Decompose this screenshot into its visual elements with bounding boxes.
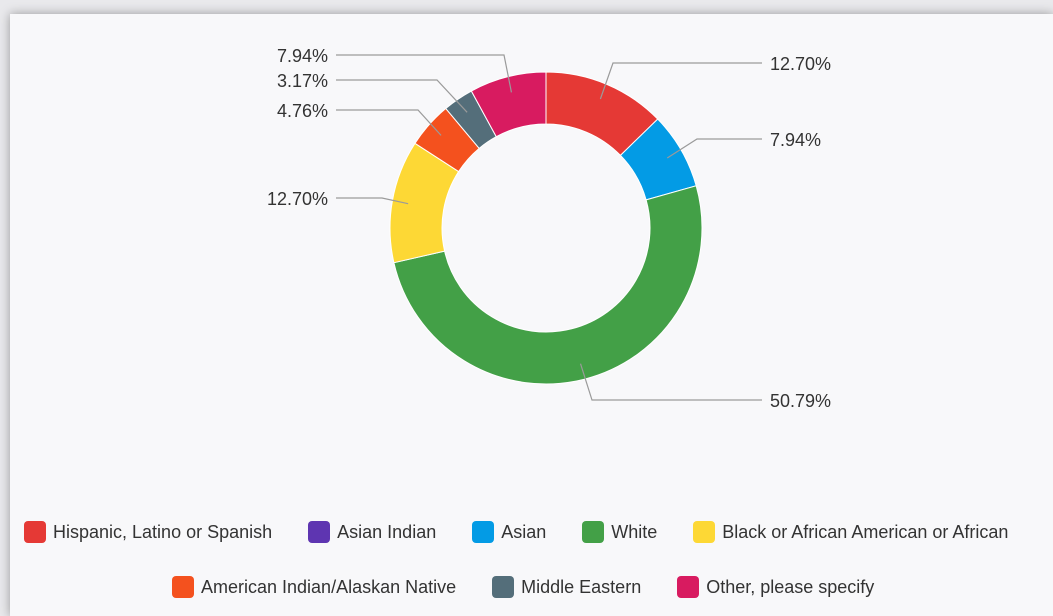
legend-item-middle-eastern[interactable]: Middle Eastern [492, 576, 641, 598]
legend-item-asian-indian[interactable]: Asian Indian [308, 521, 436, 543]
legend-label-american-indian: American Indian/Alaskan Native [201, 576, 457, 597]
legend-swatch-black [693, 521, 716, 543]
legend-item-black[interactable]: Black or African American or African [693, 521, 1008, 543]
leader-line-0 [599, 62, 762, 100]
legend-label-other: Other, please specify [706, 576, 875, 597]
legend-row-2: American Indian/Alaskan Native Middle Ea… [172, 576, 910, 598]
legend-swatch-hispanic [24, 521, 46, 543]
legend-swatch-other [677, 576, 700, 598]
leader-line-4 [336, 197, 409, 205]
legend-label-asian-indian: Asian Indian [337, 521, 437, 542]
data-label-5: 4.76% [277, 101, 328, 121]
leader-line-5 [336, 109, 442, 136]
legend-label-black: Black or African American or African [722, 521, 1009, 542]
slice-3[interactable] [393, 185, 703, 385]
data-label-3: 50.79% [770, 391, 831, 411]
legend-item-hispanic[interactable]: Hispanic, Latino or Spanish [24, 521, 272, 543]
legend-item-asian[interactable]: Asian [472, 521, 546, 543]
legend-label-white: White [611, 521, 658, 542]
legend-swatch-middle-eastern [492, 576, 515, 598]
legend-swatch-white [582, 521, 605, 543]
donut-chart: 12.70% 7.94% 50.79% 12.70% 4.76% 3.17% 7.94% [267, 46, 831, 411]
leader-lines [336, 54, 762, 401]
slice-7[interactable] [470, 71, 547, 138]
leader-line-3 [579, 363, 762, 401]
data-labels: 12.70% 7.94% 50.79% 12.70% 4.76% 3.17% 7.94% [267, 46, 831, 411]
chart-panel: 12.70% 7.94% 50.79% 12.70% 4.76% 3.17% 7.94% H… [10, 14, 1053, 616]
data-label-6: 3.17% [277, 71, 328, 91]
legend-swatch-asian [472, 521, 495, 543]
data-label-4: 12.70% [267, 189, 328, 209]
leader-line-6 [336, 79, 468, 113]
legend-item-white[interactable]: White [582, 521, 657, 543]
leader-line-2 [666, 138, 762, 159]
legend-label-asian: Asian [501, 521, 547, 542]
legend-label-middle-eastern: Middle Eastern [521, 576, 642, 597]
legend-swatch-asian-indian [308, 521, 331, 543]
legend-item-american-indian[interactable]: American Indian/Alaskan Native [172, 576, 456, 598]
legend-label-hispanic: Hispanic, Latino or Spanish [53, 521, 273, 542]
donut-slices [389, 71, 703, 385]
legend-item-other[interactable]: Other, please specify [677, 576, 874, 598]
data-label-7: 7.94% [277, 46, 328, 66]
leader-line-7 [336, 54, 513, 93]
data-label-2: 7.94% [770, 130, 821, 150]
data-label-0: 12.70% [770, 54, 831, 74]
legend-swatch-american-indian [172, 576, 194, 598]
legend-row-1: Hispanic, Latino or Spanish Asian Indian… [24, 521, 1044, 543]
